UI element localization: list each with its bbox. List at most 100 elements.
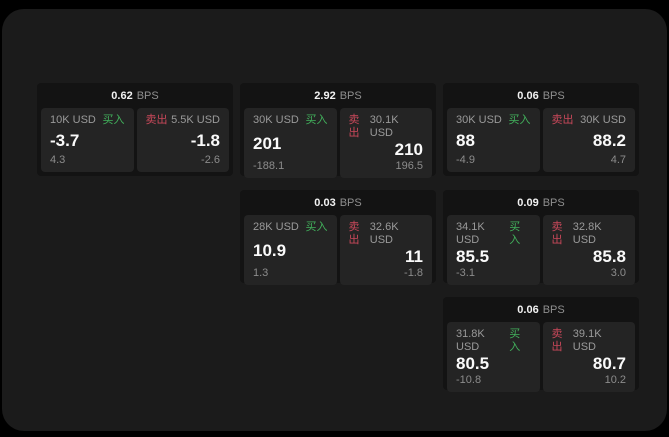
buy-delta-value: -3.1 [456,267,475,279]
buy-price-value: 88 [456,130,475,150]
sell-delta-value: 196.5 [395,160,423,172]
buy-panel-top: 30K USD 买入 [456,114,531,127]
sell-panel[interactable]: 卖出 30.1K USD 210 196.5 [339,108,432,178]
bps-value: 2.92 [314,89,336,102]
bps-value: 0.09 [517,196,539,209]
sell-panel[interactable]: 卖出 32.8K USD 85.8 3.0 [542,215,635,285]
quote-card: 0.06 BPS 31.8K USD 买入 80.5 -10.8 卖出 39.1… [443,297,639,392]
buy-panel-top: 34.1K USD 买入 [456,221,531,247]
buy-panel[interactable]: 10K USD 买入 -3.7 4.3 [41,108,134,172]
quote-panels: 31.8K USD 买入 80.5 -10.8 卖出 39.1K USD 80.… [443,322,639,396]
buy-price-value: 201 [253,133,282,153]
buy-panel-top: 30K USD 买入 [253,114,328,127]
quote-card: 0.03 BPS 28K USD 买入 10.9 1.3 卖出 32.6K US… [240,190,436,285]
sell-price-value: 210 [394,140,423,159]
buy-panel-top: 28K USD 买入 [253,221,328,234]
buy-amount-label: 31.8K USD [456,328,485,353]
quote-panels: 30K USD 买入 201 -188.1 卖出 30.1K USD 210 1… [240,108,436,182]
quote-panels: 28K USD 买入 10.9 1.3 卖出 32.6K USD 11 -1.8 [240,215,436,289]
buy-panel-top: 10K USD 买入 [50,114,125,127]
buy-amount-label: 28K USD [253,221,299,233]
buy-delta-value: -188.1 [253,160,285,172]
quote-card: 2.92 BPS 30K USD 买入 201 -188.1 卖出 30.1K … [240,83,436,178]
bps-value: 0.06 [517,303,539,316]
sell-label: 卖出 [145,114,168,126]
quote-card: 0.06 BPS 30K USD 买入 88 -4.9 卖出 30K USD 8… [443,83,639,176]
bps-unit: BPS [542,196,565,209]
bps-value: 0.06 [517,89,539,102]
buy-label: 买入 [509,328,521,353]
sell-price-value: -1.8 [190,130,220,150]
sell-label: 卖出 [551,221,563,246]
buy-panel[interactable]: 31.8K USD 买入 80.5 -10.8 [447,322,540,392]
buy-delta-value: 1.3 [253,267,269,279]
quote-panels: 10K USD 买入 -3.7 4.3 卖出 5.5K USD -1.8 -2.… [37,108,233,176]
buy-label: 买入 [102,114,125,126]
sell-amount-label: 39.1K USD [572,328,602,353]
sell-panel-top: 卖出 32.8K USD [552,221,627,247]
card-header: 0.62 BPS [37,83,233,108]
bps-value: 0.03 [314,196,336,209]
card-header: 0.09 BPS [443,190,639,215]
buy-panel[interactable]: 34.1K USD 买入 85.5 -3.1 [447,215,540,285]
sell-panel-top: 卖出 5.5K USD [146,114,221,127]
buy-label: 买入 [508,114,531,126]
sell-amount-label: 30.1K USD [369,114,399,139]
sell-price-value: 11 [405,247,423,266]
sell-panel[interactable]: 卖出 5.5K USD -1.8 -2.6 [136,108,229,172]
sell-label: 卖出 [348,114,360,139]
buy-label: 买入 [509,221,521,246]
buy-amount-label: 34.1K USD [456,221,485,246]
bps-unit: BPS [339,89,362,102]
sell-delta-value: -2.6 [201,154,220,166]
sell-price-value: 85.8 [592,247,626,266]
buy-label: 买入 [305,221,328,233]
sell-panel[interactable]: 卖出 39.1K USD 80.7 10.2 [542,322,635,392]
buy-panel[interactable]: 28K USD 买入 10.9 1.3 [244,215,337,285]
quote-card: 0.62 BPS 10K USD 买入 -3.7 4.3 卖出 5.5K USD… [37,83,233,176]
quote-card: 0.09 BPS 34.1K USD 买入 85.5 -3.1 卖出 32.8K… [443,190,639,285]
app-window: 0.62 BPS 10K USD 买入 -3.7 4.3 卖出 5.5K USD… [2,9,667,431]
buy-price-value: 10.9 [253,240,287,260]
buy-panel[interactable]: 30K USD 买入 88 -4.9 [447,108,540,172]
card-header: 0.03 BPS [240,190,436,215]
sell-delta-value: -1.8 [404,267,423,279]
buy-amount-label: 30K USD [253,114,299,126]
buy-price-value: 80.5 [456,354,490,373]
sell-price-value: 80.7 [592,354,626,373]
card-header: 0.06 BPS [443,83,639,108]
sell-label: 卖出 [551,114,574,126]
sell-amount-label: 32.6K USD [369,221,399,246]
bps-unit: BPS [542,89,565,102]
bps-value: 0.62 [111,89,133,102]
sell-amount-label: 32.8K USD [572,221,602,246]
card-header: 2.92 BPS [240,83,436,108]
sell-panel[interactable]: 卖出 30K USD 88.2 4.7 [542,108,635,172]
sell-label: 卖出 [551,328,563,353]
buy-price-value: 85.5 [456,247,490,266]
buy-label: 买入 [305,114,328,126]
buy-delta-value: -10.8 [456,374,482,386]
sell-delta-value: 3.0 [610,267,626,279]
sell-panel-top: 卖出 30.1K USD [349,114,424,140]
buy-delta-value: 4.3 [50,154,66,166]
sell-panel-top: 卖出 32.6K USD [349,221,424,247]
sell-delta-value: 10.2 [604,374,626,386]
buy-amount-label: 10K USD [50,114,96,126]
sell-label: 卖出 [348,221,360,246]
sell-panel-top: 卖出 39.1K USD [552,328,627,354]
sell-amount-label: 30K USD [580,114,626,126]
buy-delta-value: -4.9 [456,154,475,166]
sell-amount-label: 5.5K USD [171,114,220,126]
sell-panel-top: 卖出 30K USD [552,114,627,127]
bps-unit: BPS [542,303,565,316]
quote-panels: 34.1K USD 买入 85.5 -3.1 卖出 32.8K USD 85.8… [443,215,639,289]
quote-panels: 30K USD 买入 88 -4.9 卖出 30K USD 88.2 4.7 [443,108,639,176]
sell-delta-value: 4.7 [610,154,626,166]
buy-amount-label: 30K USD [456,114,502,126]
buy-panel[interactable]: 30K USD 买入 201 -188.1 [244,108,337,178]
sell-price-value: 88.2 [592,130,626,150]
sell-panel[interactable]: 卖出 32.6K USD 11 -1.8 [339,215,432,285]
bps-unit: BPS [136,89,159,102]
buy-price-value: -3.7 [50,130,80,150]
